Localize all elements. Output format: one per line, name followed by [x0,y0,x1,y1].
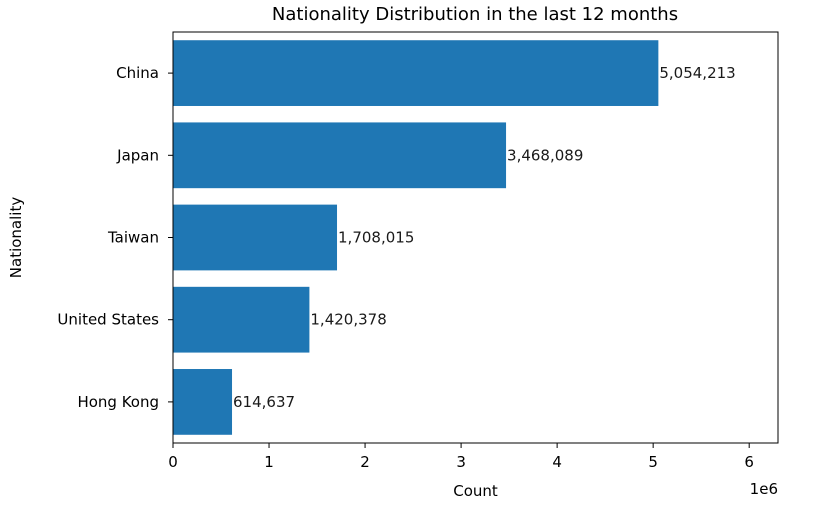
plot-frame [172,31,779,444]
y-tick-label: United States [57,311,159,329]
x-tick-label: 1 [264,453,274,471]
data-labels-group: 5,054,213 3,468,089 1,708,015 1,420,378 614,… [233,64,736,411]
x-axis-offset-label: 1e6 [750,480,778,498]
data-label: 1,420,378 [310,311,386,329]
bar-taiwan [173,204,338,271]
y-axis-label: Nationality [7,197,25,279]
x-tick-label: 0 [168,453,178,471]
y-tick-label: Taiwan [107,229,159,247]
bar-japan [173,122,507,189]
bar-china [173,40,659,106]
x-axis-ticks: 0 1 2 3 4 5 6 [168,443,754,471]
bar-hong-kong [173,369,233,435]
data-label: 1,708,015 [338,229,414,247]
x-tick-label: 6 [744,453,754,471]
y-tick-label: Hong Kong [77,393,159,411]
y-axis-ticks: China Japan Taiwan United States Hong Kong [57,64,173,411]
x-tick-label: 3 [456,453,466,471]
data-label: 5,054,213 [659,64,735,82]
bar-united-states [173,286,310,353]
y-tick-label: Japan [116,146,159,164]
x-axis-label: Count [453,482,498,500]
bars-group [173,40,659,435]
data-label: 3,468,089 [507,146,583,164]
y-tick-label: China [116,64,159,82]
x-tick-label: 5 [648,453,658,471]
chart-title: Nationality Distribution in the last 12 … [272,4,678,25]
x-tick-label: 2 [360,453,370,471]
x-tick-label: 4 [552,453,562,471]
data-label: 614,637 [233,393,295,411]
